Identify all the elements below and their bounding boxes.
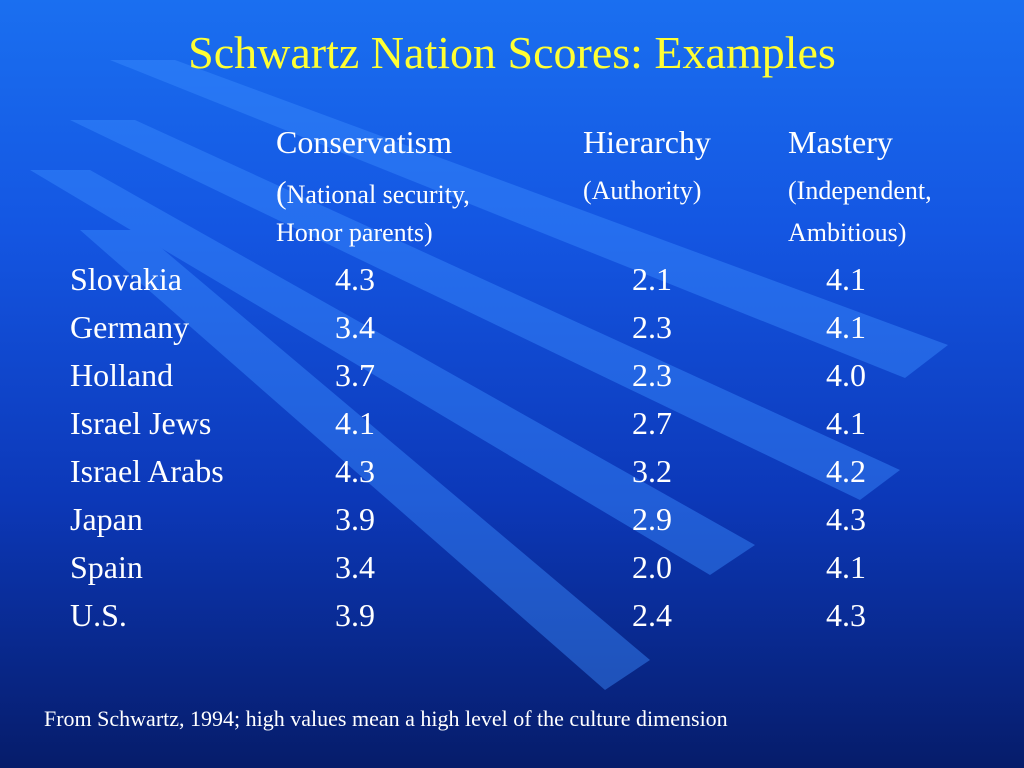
country-label: Germany [70,309,190,345]
conservatism-value: 3.9 [335,597,375,633]
mastery-value: 4.3 [826,501,866,537]
header-subtitle-line2: Honor parents) [276,218,433,247]
conservatism-value: 3.9 [335,501,375,537]
country-label: Slovakia [70,261,182,297]
hierarchy-value: 3.2 [632,453,672,489]
hierarchy-value: 2.1 [632,261,672,297]
hierarchy-value: 2.9 [632,501,672,537]
country-label: Spain [70,549,143,585]
source-footnote: From Schwartz, 1994; high values mean a … [44,706,728,731]
header-subtitle: (National security, [276,174,470,210]
header-label: Conservatism [276,124,452,160]
country-label: U.S. [70,597,127,633]
mastery-value: 4.1 [826,549,866,585]
mastery-value: 4.0 [826,357,866,393]
hierarchy-value: 2.3 [632,309,672,345]
conservatism-value: 3.7 [335,357,375,393]
hierarchy-value: 2.7 [632,405,672,441]
hierarchy-value: 2.3 [632,357,672,393]
hierarchy-value: 2.0 [632,549,672,585]
conservatism-value: 3.4 [335,549,375,585]
conservatism-value: 4.3 [335,453,375,489]
mastery-value: 4.3 [826,597,866,633]
conservatism-value: 4.3 [335,261,375,297]
header-subtitle: (Independent, [788,176,932,205]
mastery-value: 4.1 [826,405,866,441]
country-label: Israel Jews [70,405,212,441]
header-subtitle-line2: Ambitious) [788,218,907,247]
header-label: Hierarchy [583,124,711,160]
hierarchy-value: 2.4 [632,597,672,633]
country-label: Japan [70,501,143,537]
slide-title: Schwartz Nation Scores: Examples [188,27,836,78]
mastery-value: 4.1 [826,261,866,297]
conservatism-value: 4.1 [335,405,375,441]
country-label: Israel Arabs [70,453,224,489]
header-subtitle: (Authority) [583,176,702,205]
header-label: Mastery [788,124,893,160]
mastery-value: 4.2 [826,453,866,489]
conservatism-value: 3.4 [335,309,375,345]
country-label: Holland [70,357,174,393]
mastery-value: 4.1 [826,309,866,345]
